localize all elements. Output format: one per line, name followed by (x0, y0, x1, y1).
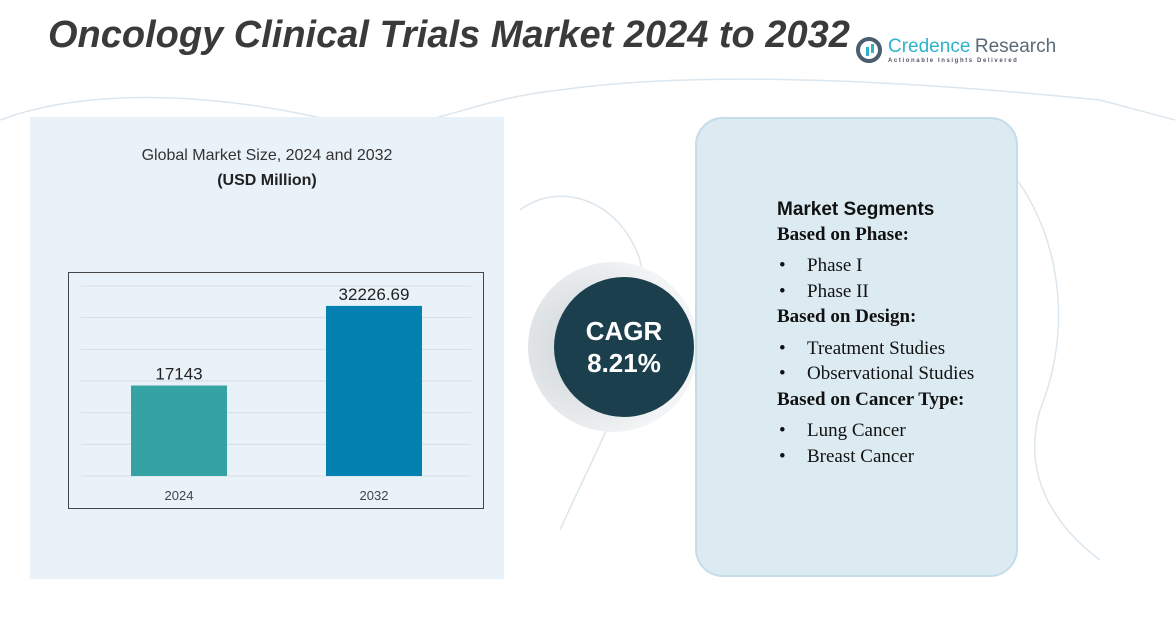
bar-chart: 17143 2024 32226.69 2032 (68, 272, 484, 509)
page-title: Oncology Clinical Trials Market 2024 to … (48, 14, 850, 56)
x-tick-label: 2024 (165, 488, 194, 503)
logo-name-2: Research (974, 36, 1057, 57)
chart-panel: Global Market Size, 2024 and 2032 (USD M… (30, 117, 504, 579)
bar-chart-svg: 17143 2024 32226.69 2032 (81, 285, 471, 503)
market-segments: Market Segments Based on Phase: Phase I … (777, 198, 974, 470)
logo-chart-icon (856, 37, 882, 63)
bar-2032 (326, 305, 422, 476)
segment-item: Treatment Studies (777, 337, 974, 362)
segment-item: Lung Cancer (777, 419, 974, 444)
segment-item: Breast Cancer (777, 445, 974, 470)
bar-2024 (131, 385, 227, 476)
chart-unit: (USD Million) (217, 172, 317, 189)
cagr-value: 8.21% (587, 348, 661, 378)
credence-research-logo: Credence Research Actionable Insights De… (856, 36, 1056, 64)
logo-name-1: Credence (888, 36, 971, 57)
x-tick-label: 2032 (360, 488, 389, 503)
chart-subtitle: Global Market Size, 2024 and 2032 (141, 147, 393, 164)
segment-item: Phase I (777, 254, 974, 279)
segment-heading: Based on Cancer Type: (777, 388, 965, 410)
cagr-label: CAGR (585, 316, 663, 346)
data-label: 17143 (155, 365, 202, 384)
segment-item: Phase II (777, 280, 974, 305)
segment-item: Observational Studies (777, 362, 974, 387)
logo-tagline: Actionable Insights Delivered (888, 58, 1019, 64)
segment-heading: Based on Design: (777, 306, 917, 327)
data-label: 32226.69 (339, 285, 410, 304)
segment-heading: Based on Phase: (777, 223, 909, 245)
segments-title: Market Segments (777, 199, 935, 220)
cagr-badge: CAGR 8.21% (554, 277, 694, 417)
